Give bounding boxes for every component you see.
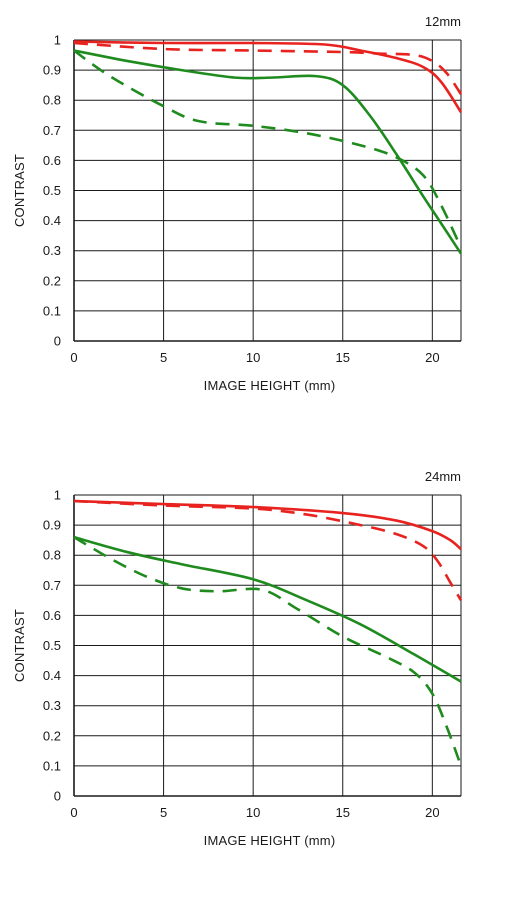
x-tick-label: 15	[336, 350, 350, 365]
y-tick-label: 0.2	[43, 728, 61, 743]
y-tick-label: 0.1	[43, 303, 61, 318]
y-tick-label: 0.5	[43, 183, 61, 198]
y-axis-title: CONTRAST	[12, 154, 27, 227]
series-line-red-dashed	[73, 41, 463, 95]
y-tick-label: 0.1	[43, 758, 61, 773]
y-tick-label: 0.7	[43, 578, 61, 593]
x-tick-label: 10	[246, 805, 260, 820]
series-line-green-dashed	[73, 536, 463, 767]
y-tick-label: 0.9	[43, 518, 61, 533]
series-line-green-solid	[73, 535, 462, 683]
x-tick-label: 5	[160, 350, 167, 365]
y-axis-title: CONTRAST	[12, 609, 27, 682]
y-tick-label: 0.3	[43, 243, 61, 258]
y-tick-label: 1	[54, 488, 61, 503]
series-line-red-solid	[73, 499, 462, 551]
y-tick-label: 0.7	[43, 123, 61, 138]
mtf-chart-24mm: 0 0.1 0.2 0.3 0.4 0.5 0.6 0.7 0.8 0.9 1 0 5 10 15 20 24m…	[0, 455, 519, 885]
y-tick-label: 0.5	[43, 638, 61, 653]
x-tick-label: 10	[246, 350, 260, 365]
mtf-chart-24mm-svg: 00.10.20.30.40.50.60.70.80.910 5 10 15 2024m…	[12, 469, 463, 848]
chart-title: 24mm	[425, 469, 461, 484]
x-tick-label: 20	[425, 805, 439, 820]
mtf-chart-12mm-svg: 00.10.20.30.40.50.60.70.80.910 5 10 15 2012m…	[12, 14, 463, 393]
y-tick-label: 0	[54, 334, 61, 349]
y-tick-label: 0.9	[43, 63, 61, 78]
x-axis-title: IMAGE HEIGHT (mm)	[204, 378, 336, 393]
x-tick-label: 0	[70, 805, 77, 820]
y-tick-label: 0	[54, 789, 61, 804]
y-tick-label: 0.4	[43, 213, 61, 228]
x-tick-label: 15	[336, 805, 350, 820]
y-tick-label: 0.3	[43, 698, 61, 713]
series-line-red-solid	[73, 40, 463, 113]
y-tick-label: 0.8	[43, 548, 61, 563]
y-tick-label: 0.2	[43, 273, 61, 288]
x-tick-label: 0	[70, 350, 77, 365]
x-axis-title: IMAGE HEIGHT (mm)	[204, 833, 336, 848]
y-tick-label: 0.6	[43, 608, 61, 623]
series-line-green-solid	[73, 49, 463, 255]
x-tick-label: 5	[160, 805, 167, 820]
y-tick-label: 0.8	[43, 93, 61, 108]
y-tick-label: 0.4	[43, 668, 61, 683]
y-tick-label: 0.6	[43, 153, 61, 168]
series-line-green-dashed	[73, 49, 463, 249]
y-tick-label: 1	[54, 33, 61, 48]
x-tick-label: 20	[425, 350, 439, 365]
mtf-chart-12mm: 0 0.1 0.2 0.3 0.4 0.5 0.6 0.7 0.8 0.9 1 0 5 10 15 20 12m…	[0, 0, 519, 430]
chart-title: 12mm	[425, 14, 461, 29]
